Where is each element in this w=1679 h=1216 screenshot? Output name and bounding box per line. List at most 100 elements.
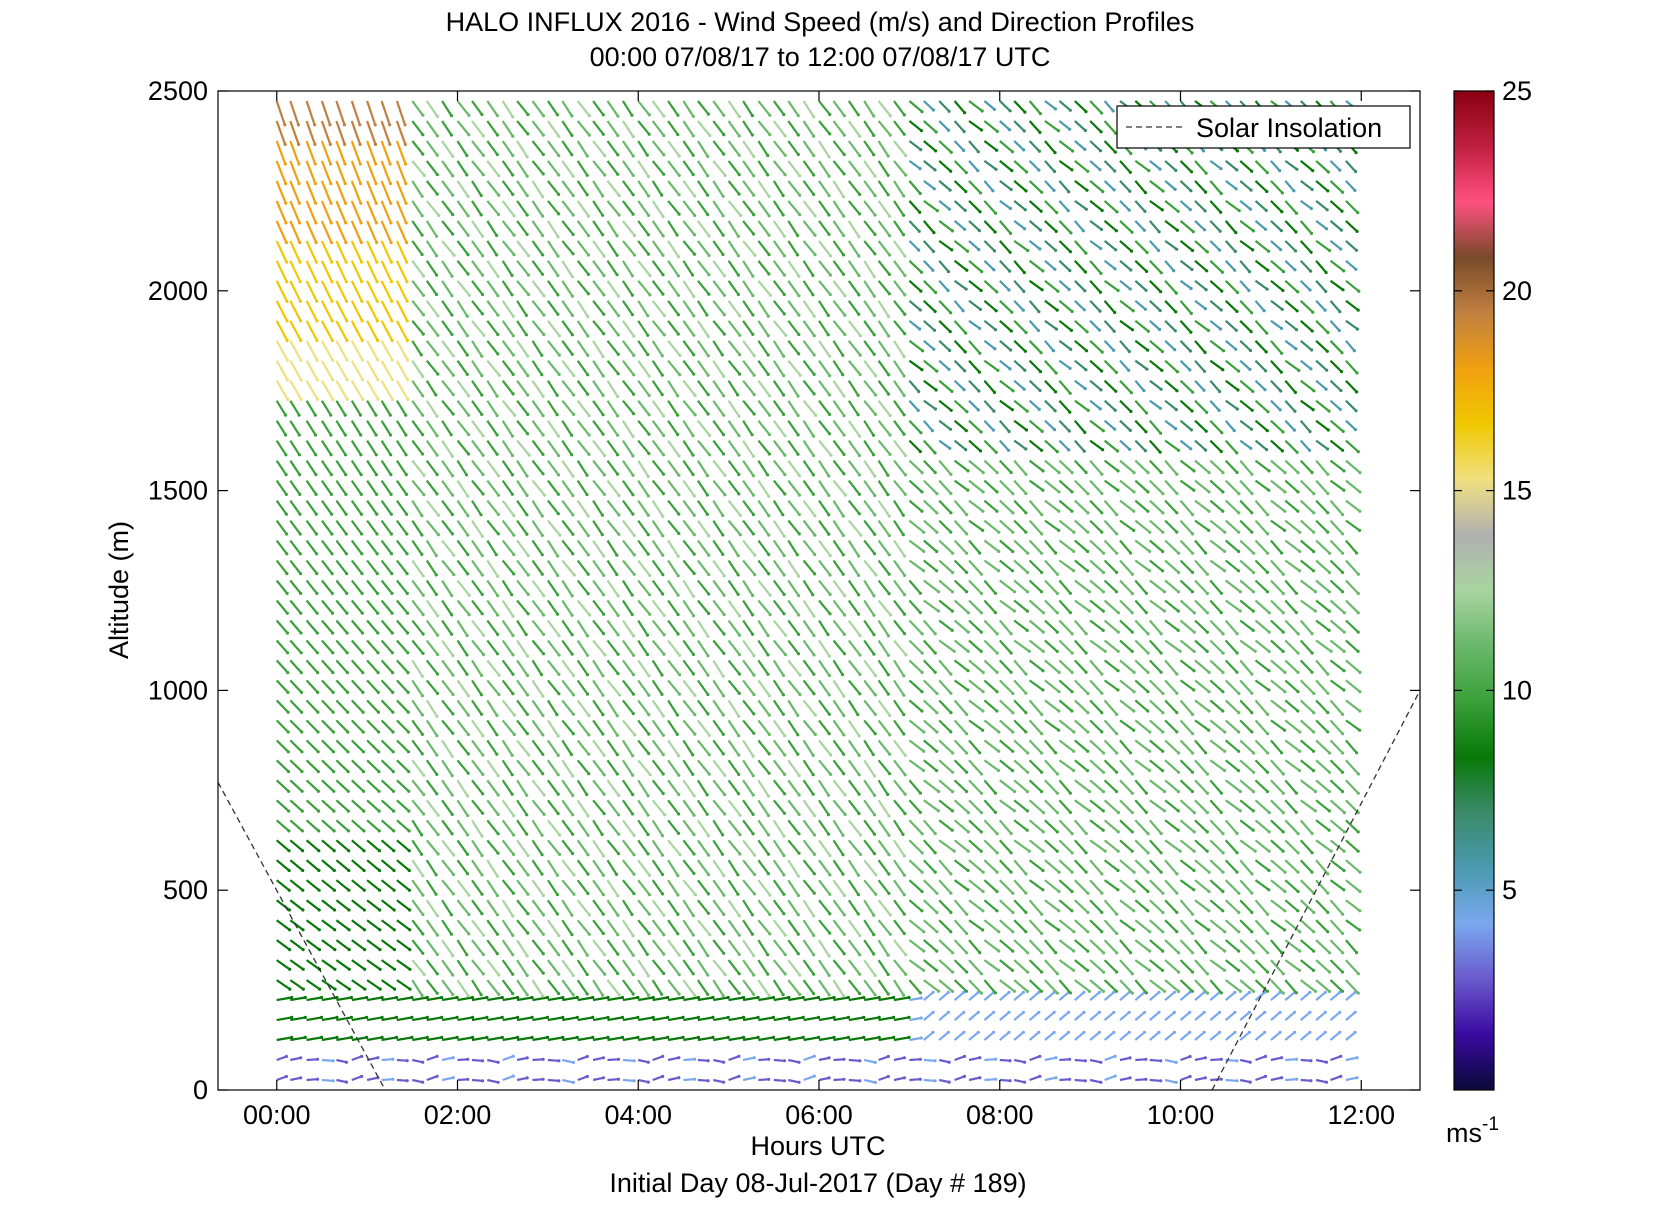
- wind-vector-head: [903, 254, 907, 258]
- wind-vector: [441, 320, 453, 336]
- wind-vector-head: [287, 789, 291, 793]
- wind-vector-head: [886, 473, 890, 477]
- wind-vector-head: [631, 673, 636, 677]
- wind-vector: [877, 240, 891, 256]
- wind-vector: [848, 1078, 860, 1082]
- wind-vector: [441, 479, 454, 496]
- wind-vector-head: [616, 913, 620, 917]
- wind-vector-head: [298, 240, 302, 245]
- wind-vector: [953, 140, 965, 152]
- wind-vector: [953, 419, 968, 432]
- wind-vector-head: [739, 213, 743, 217]
- wind-vector-head: [874, 892, 878, 896]
- wind-vector-head: [751, 493, 756, 497]
- wind-vector-head: [1012, 789, 1017, 794]
- wind-vector: [877, 380, 890, 395]
- wind-vector: [425, 839, 439, 855]
- wind-vector: [396, 579, 409, 595]
- wind-vector: [471, 280, 484, 296]
- wind-vector: [531, 140, 545, 156]
- wind-vector-head: [1025, 989, 1030, 994]
- wind-vector: [983, 479, 998, 493]
- wind-vector: [501, 979, 514, 995]
- wind-vector-head: [737, 972, 741, 976]
- wind-vector-head: [315, 572, 319, 576]
- wind-vector: [757, 499, 770, 517]
- wind-vector-head: [935, 769, 939, 773]
- wind-vector: [486, 320, 499, 336]
- wind-vector: [366, 979, 381, 991]
- wind-vector-head: [872, 133, 876, 137]
- wind-vector-head: [1021, 1010, 1025, 1014]
- wind-vector: [456, 320, 469, 337]
- wind-vector: [667, 439, 680, 457]
- wind-vector: [576, 859, 589, 875]
- wind-vector: [305, 759, 320, 773]
- wind-vector-head: [620, 1035, 625, 1039]
- wind-vector: [832, 679, 845, 697]
- wind-vector-head: [511, 992, 515, 996]
- wind-vector-head: [526, 912, 530, 916]
- wind-vector-head: [283, 123, 287, 127]
- wind-vector-head: [466, 794, 470, 798]
- wind-vector: [532, 1016, 548, 1022]
- wind-vector: [457, 1036, 473, 1042]
- wind-vector: [1013, 699, 1027, 714]
- wind-vector: [351, 996, 367, 1002]
- wind-vector-head: [586, 833, 590, 837]
- wind-vector-head: [782, 354, 786, 358]
- wind-vector: [983, 140, 998, 152]
- wind-vector-head: [935, 711, 939, 715]
- wind-vector-head: [616, 613, 620, 618]
- wind-vector-head: [575, 995, 579, 1000]
- wind-vector-head: [902, 873, 907, 877]
- wind-vector: [366, 499, 378, 515]
- wind-vector-head: [797, 1080, 801, 1084]
- wind-vector-head: [601, 693, 605, 697]
- wind-vector: [983, 339, 996, 350]
- wind-vector-head: [391, 1057, 395, 1061]
- wind-vector-head: [481, 254, 485, 258]
- wind-vector: [683, 1058, 695, 1062]
- wind-vector-head: [482, 653, 486, 657]
- wind-vector: [637, 879, 651, 896]
- wind-vector-head: [571, 1080, 576, 1084]
- wind-vector-head: [995, 889, 999, 894]
- wind-vector: [425, 280, 438, 296]
- wind-vector: [999, 1078, 1011, 1082]
- wind-vector: [561, 400, 575, 416]
- wind-vector: [877, 599, 892, 616]
- wind-vector: [320, 180, 333, 204]
- wind-vector-head: [692, 552, 696, 556]
- wind-vector-head: [857, 554, 861, 558]
- wind-vector-head: [361, 730, 365, 734]
- wind-vector: [576, 240, 590, 256]
- wind-vector-head: [516, 1035, 520, 1039]
- wind-vector-head: [766, 372, 770, 376]
- wind-vector-head: [817, 995, 821, 1000]
- wind-vector-head: [511, 334, 515, 338]
- wind-vector-head: [407, 888, 411, 892]
- wind-vector: [366, 320, 379, 342]
- wind-vector-head: [645, 633, 650, 637]
- wind-vector-head: [766, 852, 771, 856]
- wind-vector-head: [726, 1035, 730, 1039]
- wind-vector-head: [617, 993, 621, 997]
- wind-vector-head: [904, 173, 908, 177]
- wind-vector-head: [632, 833, 636, 838]
- wind-vector: [592, 1036, 609, 1042]
- wind-vector-head: [1027, 649, 1031, 653]
- wind-vector: [425, 340, 439, 356]
- wind-vector: [531, 479, 546, 496]
- wind-vector: [863, 579, 875, 597]
- wind-vector-head: [1010, 408, 1014, 412]
- wind-vector-head: [526, 393, 530, 397]
- wind-vector-head: [420, 694, 424, 698]
- wind-vector: [683, 1016, 699, 1022]
- wind-vector-head: [555, 113, 560, 117]
- wind-vector-head: [525, 673, 530, 678]
- wind-vector-head: [661, 534, 665, 538]
- wind-vector-head: [981, 728, 985, 732]
- wind-vector-head: [829, 753, 833, 757]
- wind-vector-head: [575, 1015, 579, 1020]
